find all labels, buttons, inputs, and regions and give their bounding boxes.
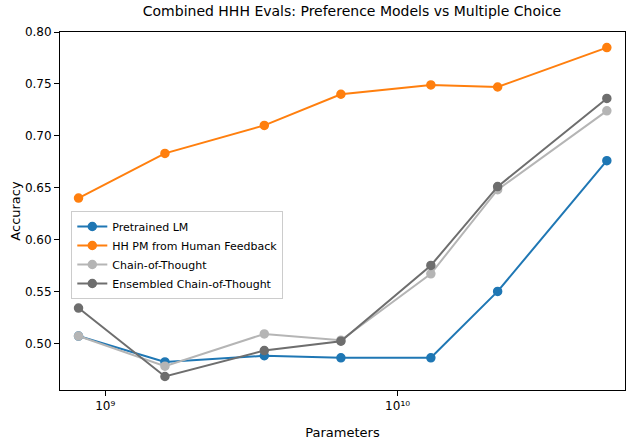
svg-text:10¹⁰: 10¹⁰	[385, 399, 410, 413]
svg-text:Parameters: Parameters	[305, 425, 380, 440]
svg-text:Pretrained LM: Pretrained LM	[112, 221, 188, 234]
svg-text:0.65: 0.65	[25, 181, 52, 195]
svg-text:0.80: 0.80	[25, 25, 52, 39]
svg-text:Accuracy: Accuracy	[8, 181, 23, 241]
svg-text:0.55: 0.55	[25, 285, 52, 299]
svg-text:Ensembled Chain-of-Thought: Ensembled Chain-of-Thought	[112, 278, 271, 291]
svg-text:HH PM from Human Feedback: HH PM from Human Feedback	[112, 240, 277, 253]
svg-text:0.60: 0.60	[25, 233, 52, 247]
svg-text:0.50: 0.50	[25, 337, 52, 351]
svg-text:0.75: 0.75	[25, 77, 52, 91]
svg-text:0.70: 0.70	[25, 129, 52, 143]
svg-text:Chain-of-Thought: Chain-of-Thought	[112, 259, 207, 272]
svg-text:10⁹: 10⁹	[95, 399, 115, 413]
svg-text:Combined HHH Evals: Preference: Combined HHH Evals: Preference Models vs…	[143, 3, 561, 19]
